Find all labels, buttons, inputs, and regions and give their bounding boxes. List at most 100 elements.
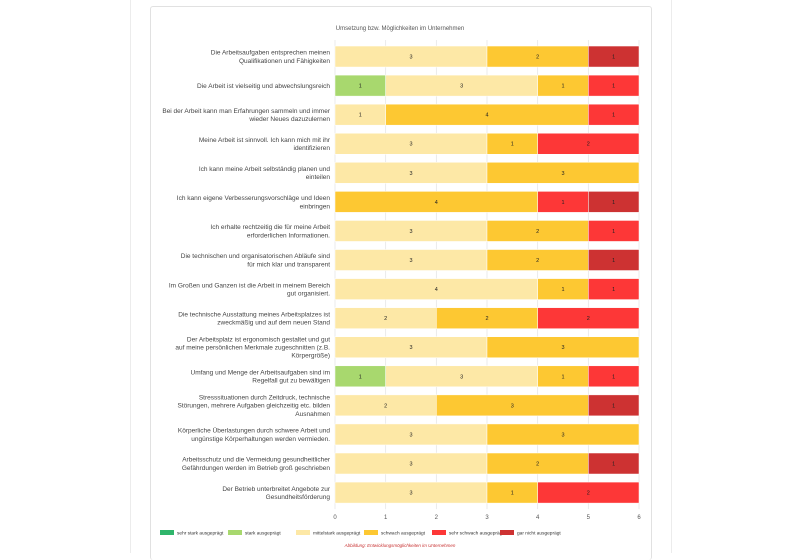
bar-row9-series4 (537, 307, 640, 329)
category-label-2: Bei der Arbeit kann man Erfahrungen samm… (162, 108, 330, 123)
x-tick-label-3: 3 (485, 515, 489, 521)
bar-value-row12-series5: 1 (612, 403, 615, 409)
bar-value-row1-series4: 1 (612, 84, 615, 90)
category-label-7: Die technischen und organisatorischen Ab… (181, 253, 331, 268)
bar-value-row12-series3: 3 (511, 403, 514, 409)
bar-value-row1-series2: 3 (460, 84, 463, 90)
bar-row7-series5 (588, 249, 640, 271)
legend-swatch-3 (364, 530, 378, 535)
bar-value-row5-series5: 1 (612, 200, 615, 206)
bar-value-row3-series3: 1 (511, 142, 514, 148)
legend-label-3: schwach ausgeprägt (381, 530, 426, 536)
legend-label-1: stark ausgeprägt (245, 530, 281, 536)
bar-value-row7-series3: 2 (536, 258, 539, 264)
bar-row14-series5 (588, 452, 640, 475)
bar-value-row2-series3: 4 (485, 113, 488, 119)
bar-value-row15-series4: 2 (587, 491, 590, 497)
category-label-8: Im Großen und Ganzen ist die Arbeit in m… (169, 282, 331, 297)
bar-value-row6-series3: 2 (536, 229, 539, 235)
chart-title: Umsetzung bzw. Möglichkeiten im Unterneh… (336, 26, 464, 32)
bar-value-row1-series1: 1 (359, 84, 362, 90)
bar-row12-series5 (588, 394, 640, 417)
bar-value-row0-series3: 2 (536, 55, 539, 61)
bar-row0-series5 (588, 45, 640, 68)
chart-caption: Abbildung: Entwicklungsmöglichkeiten im … (344, 543, 456, 548)
legend-layer: sehr stark ausgeprägt stark ausgeprägt mit… (160, 530, 561, 536)
category-label-11: Umfang und Menge der Arbeitsaufgaben sin… (191, 370, 331, 385)
category-label-5: Ich kann eigene Verbesserungsvorschläge … (177, 195, 331, 210)
bar-value-row11-series2: 3 (460, 374, 463, 380)
bar-value-row13-series2: 3 (409, 432, 412, 438)
bar-value-row3-series2: 3 (409, 142, 412, 148)
legend-swatch-0 (160, 530, 174, 535)
category-label-10: Der Arbeitsplatz ist ergonomisch gestalt… (175, 336, 330, 359)
bar-value-row9-series3: 2 (485, 316, 488, 322)
x-tick-label-5: 5 (587, 515, 591, 521)
x-tick-label-1: 1 (384, 515, 388, 521)
bar-value-row14-series3: 2 (536, 462, 539, 468)
bar-value-row7-series2: 3 (409, 258, 412, 264)
legend-label-5: gar nicht ausgeprägt (517, 530, 561, 536)
category-label-4: Ich kann meine Arbeit selbständig planen… (199, 166, 331, 181)
bar-value-row9-series4: 2 (587, 316, 590, 322)
bar-row1-series4 (588, 74, 640, 97)
x-tick-label-4: 4 (536, 515, 540, 521)
bars-layer: 3 2 1 1 3 1 1 1 4 1 3 1 2 3 3 4 1 1 3 2 1 3 2 1 4 1 1 2 2 2 3 3 1 3 1 1 2 3 1 3… (334, 45, 640, 504)
x-tick-label-2: 2 (435, 515, 439, 521)
bar-value-row4-series2: 3 (409, 171, 412, 177)
legend-label-0: sehr stark ausgeprägt (177, 530, 224, 536)
bar-value-row13-series3: 3 (561, 432, 564, 438)
bar-value-row1-series3: 1 (561, 84, 564, 90)
bar-value-row2-series4: 1 (612, 113, 615, 119)
category-label-1: Die Arbeit ist vielseitig und abwechslun… (197, 83, 330, 90)
bar-row6-series4 (588, 220, 640, 242)
bar-value-row11-series1: 1 (359, 374, 362, 380)
bar-value-row15-series3: 1 (511, 491, 514, 497)
bar-row5-series5 (588, 191, 640, 213)
x-axis-ticks-layer: 0 1 2 3 4 5 6 (333, 515, 641, 521)
category-label-14: Arbeitsschutz und die Vermeidung gesundh… (182, 457, 331, 472)
bar-row10-series3 (486, 336, 640, 358)
bar-value-row3-series4: 2 (587, 142, 590, 148)
category-label-15: Der Betrieb unterbreitet Angebote zur Ges… (222, 486, 331, 501)
bar-value-row10-series2: 3 (409, 345, 412, 351)
bar-value-row6-series4: 1 (612, 229, 615, 235)
bar-value-row9-series2: 2 (384, 316, 387, 322)
bar-value-row5-series3: 4 (435, 200, 438, 206)
bar-value-row11-series4: 1 (612, 374, 615, 380)
bar-value-row12-series2: 2 (384, 403, 387, 409)
bar-value-row0-series2: 3 (409, 55, 412, 61)
category-label-3: Meine Arbeit ist sinnvoll. Ich kann mich… (199, 137, 331, 152)
legend-swatch-1 (228, 530, 242, 535)
bar-value-row2-series2: 1 (359, 113, 362, 119)
bar-row2-series4 (588, 103, 640, 126)
category-label-9: Die technische Ausstattung meines Arbeit… (178, 311, 330, 326)
bar-row15-series4 (537, 481, 640, 504)
bar-value-row0-series5: 1 (612, 55, 615, 61)
legend-label-4: sehr schwach ausgeprägt (449, 530, 504, 536)
x-tick-label-6: 6 (637, 515, 641, 521)
bar-row11-series4 (588, 365, 640, 388)
bar-value-row7-series5: 1 (612, 258, 615, 264)
x-tick-label-0: 0 (333, 515, 337, 521)
category-labels-layer: Die Arbeitsaufgaben entsprechen meinen Qu… (162, 50, 330, 501)
legend-swatch-4 (432, 530, 446, 535)
bar-row13-series3 (486, 423, 640, 446)
bar-value-row15-series2: 3 (409, 491, 412, 497)
bar-value-row10-series3: 3 (561, 345, 564, 351)
bar-value-row14-series5: 1 (612, 462, 615, 468)
category-label-6: Ich erhalte rechtzeitig die für meine Ar… (210, 224, 330, 239)
category-label-0: Die Arbeitsaufgaben entsprechen meinen Qu… (211, 50, 331, 65)
bar-row3-series4 (537, 132, 640, 155)
bar-value-row6-series2: 3 (409, 229, 412, 235)
bar-value-row14-series2: 3 (409, 462, 412, 468)
bar-value-row11-series3: 1 (561, 374, 564, 380)
legend-swatch-5 (500, 530, 514, 535)
bar-row8-series4 (588, 278, 640, 300)
category-label-13: Körperliche Überlastungen durch schwere … (178, 427, 331, 443)
bar-value-row8-series2: 4 (435, 287, 438, 293)
category-label-12: Stresssituationen durch Zeitdruck, techn… (178, 394, 331, 417)
bar-row4-series3 (486, 162, 640, 184)
bar-value-row8-series3: 1 (561, 287, 564, 293)
